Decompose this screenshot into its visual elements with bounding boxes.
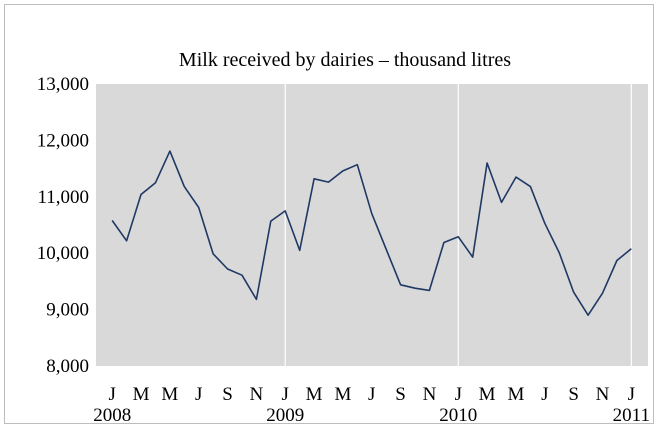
- x-month-label: J: [628, 384, 635, 405]
- x-month-label: J: [455, 384, 462, 405]
- x-month-label: N: [423, 384, 437, 405]
- x-year-label: 2009: [266, 405, 304, 425]
- chart: Milk received by dairies – thousand litr…: [37, 49, 650, 425]
- x-month-label: J: [108, 384, 115, 405]
- x-month-label: J: [541, 384, 548, 405]
- chart-title: Milk received by dairies – thousand litr…: [179, 49, 511, 71]
- y-tick-label: 9,000: [46, 300, 89, 321]
- x-axis-year-labels: 2008 2009 2010 2011: [93, 405, 650, 425]
- x-month-label: S: [222, 384, 233, 405]
- x-year-label: 2010: [439, 405, 477, 425]
- gridlines: [284, 84, 632, 366]
- series-line: [111, 150, 632, 316]
- x-month-label: J: [195, 384, 202, 405]
- x-month-label: M: [508, 384, 525, 405]
- y-tick-label: 12,000: [37, 130, 89, 151]
- x-month-label: N: [250, 384, 264, 405]
- x-month-label: J: [368, 384, 375, 405]
- x-month-label: M: [334, 384, 351, 405]
- x-month-label: J: [282, 384, 289, 405]
- plot-area: [96, 84, 648, 366]
- y-tick-label: 8,000: [46, 356, 89, 377]
- x-month-label: M: [133, 384, 150, 405]
- chart-frame: Milk received by dairies – thousand litr…: [4, 4, 654, 425]
- x-month-label: M: [479, 384, 496, 405]
- x-month-label: S: [568, 384, 579, 405]
- x-month-label: N: [596, 384, 610, 405]
- x-month-label: M: [306, 384, 323, 405]
- y-tick-label: 11,000: [37, 187, 89, 208]
- x-year-label: 2008: [93, 405, 131, 425]
- x-year-label: 2011: [613, 405, 650, 425]
- y-tick-label: 10,000: [37, 243, 89, 264]
- y-tick-label: 13,000: [37, 74, 89, 95]
- x-month-label: S: [395, 384, 406, 405]
- y-axis-tick-labels: 8,000 9,000 10,000 11,000 12,000 13,000: [37, 74, 89, 377]
- x-month-label: M: [161, 384, 178, 405]
